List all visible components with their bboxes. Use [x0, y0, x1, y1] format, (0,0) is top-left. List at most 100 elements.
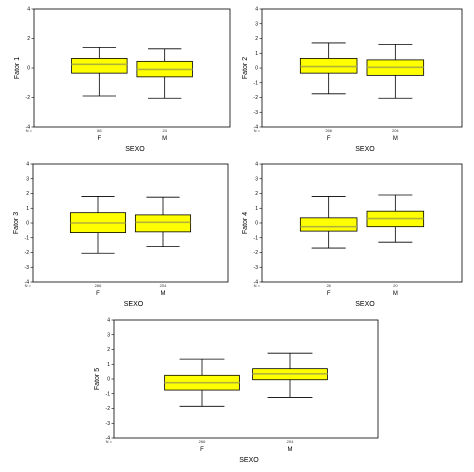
box-F	[299, 42, 358, 95]
n-prefix: N =	[254, 283, 261, 288]
y-tick-label: -1	[25, 235, 30, 241]
y-tick-label: 0	[255, 66, 258, 72]
iqr-box	[134, 214, 192, 233]
y-tick-label: 0	[107, 377, 110, 383]
n-label: 204	[160, 283, 167, 288]
y-axis-label: Fator 2	[242, 57, 249, 79]
box-F	[71, 46, 128, 97]
n-label: 26	[326, 283, 331, 288]
y-tick-label: 2	[255, 36, 258, 42]
n-label: 204	[287, 439, 294, 444]
n-label: 266	[199, 439, 206, 444]
box-M	[252, 352, 328, 398]
iqr-box	[299, 217, 358, 232]
y-tick-label: 0	[27, 66, 30, 72]
chart-panel-1: 4 2 0 -2 -4N = 86 F 24 M Fator 1 SEXO	[14, 7, 231, 153]
x-axis-label: SEXO	[355, 146, 375, 153]
y-tick-label: 3	[26, 176, 29, 182]
y-tick-label: -2	[26, 95, 31, 101]
y-tick-label: 1	[255, 51, 258, 57]
n-prefix: N =	[106, 439, 113, 444]
y-axis-label: Fator 4	[242, 212, 249, 234]
box-M	[134, 196, 192, 248]
y-tick-label: -4	[254, 280, 259, 286]
y-axis-label: Fator 3	[13, 212, 20, 234]
chart-panel-2: 4 3 2 1 0 -1 -2 -3 -4N = 266 F 204 M Fator 2 SEXO	[242, 7, 463, 153]
chart-panel-5: 4 3 2 1 0 -1 -2 -3 -4N = 266 F 204 M Fator 5 SEXO	[94, 318, 379, 464]
n-label: 204	[392, 128, 399, 133]
plot-frame	[113, 319, 379, 439]
y-tick-label: 3	[107, 332, 110, 338]
category-label: F	[200, 447, 204, 453]
n-label: 24	[162, 128, 167, 133]
n-label: 266	[325, 128, 332, 133]
box-F	[164, 358, 240, 407]
y-tick-label: -4	[254, 125, 259, 131]
n-label: 86	[97, 128, 102, 133]
y-tick-label: -3	[254, 110, 259, 116]
x-axis-label: SEXO	[355, 301, 375, 308]
x-axis-label: SEXO	[125, 146, 145, 153]
y-tick-label: 1	[107, 362, 110, 368]
y-tick-label: -3	[106, 421, 111, 427]
plot-frame	[33, 8, 231, 128]
y-axis-label: Fator 5	[94, 368, 101, 390]
category-label: M	[288, 447, 293, 453]
y-tick-label: 4	[107, 318, 110, 324]
y-tick-label: -1	[254, 80, 259, 86]
y-tick-label: 0	[26, 221, 29, 227]
y-tick-label: -2	[254, 250, 259, 256]
y-tick-label: -3	[254, 265, 259, 271]
y-tick-label: 0	[255, 221, 258, 227]
y-tick-label: 3	[255, 21, 258, 27]
box-M	[366, 44, 425, 99]
y-tick-label: -2	[106, 406, 111, 412]
y-tick-label: -4	[106, 436, 111, 442]
box-M	[366, 194, 425, 243]
y-tick-label: 4	[26, 162, 29, 168]
y-tick-label: 4	[27, 7, 30, 13]
y-tick-label: -4	[26, 125, 31, 131]
x-axis-label: SEXO	[239, 457, 259, 464]
x-axis-label: SEXO	[124, 301, 144, 308]
y-axis-label: Fator 1	[14, 57, 21, 79]
chart-panel-4: 4 3 2 1 0 -1 -2 -3 -4N = 26 F 20 M Fator 4 SEXO	[242, 162, 463, 308]
y-tick-label: 4	[255, 162, 258, 168]
n-prefix: N =	[254, 128, 261, 133]
category-label: F	[327, 136, 331, 142]
y-tick-label: -1	[106, 391, 111, 397]
plot-frame	[261, 163, 463, 283]
y-tick-label: 2	[255, 191, 258, 197]
category-label: M	[393, 291, 398, 297]
category-label: F	[97, 136, 101, 142]
plot-frame	[32, 163, 229, 283]
y-tick-label: 1	[26, 206, 29, 212]
y-tick-label: -2	[25, 250, 30, 256]
category-label: M	[161, 291, 166, 297]
category-label: M	[162, 136, 167, 142]
box-F	[299, 196, 358, 249]
y-tick-label: -2	[254, 95, 259, 101]
iqr-box	[71, 58, 128, 74]
y-tick-label: 1	[255, 206, 258, 212]
box-F	[69, 196, 127, 254]
chart-panel-3: 4 3 2 1 0 -1 -2 -3 -4N = 266 F 204 M Fator 3 SEXO	[13, 162, 229, 308]
n-prefix: N =	[26, 128, 33, 133]
y-tick-label: -1	[254, 235, 259, 241]
y-tick-label: 4	[255, 7, 258, 13]
box-M	[136, 48, 193, 99]
y-tick-label: -4	[25, 280, 30, 286]
y-tick-label: 2	[26, 191, 29, 197]
n-label: 20	[393, 283, 398, 288]
category-label: F	[96, 291, 100, 297]
category-label: M	[393, 136, 398, 142]
y-tick-label: 3	[255, 176, 258, 182]
n-prefix: N =	[25, 283, 32, 288]
n-label: 266	[95, 283, 102, 288]
plot-frame	[261, 8, 463, 128]
y-tick-label: 2	[27, 36, 30, 42]
y-tick-label: 2	[107, 347, 110, 353]
category-label: F	[327, 291, 331, 297]
y-tick-label: -3	[25, 265, 30, 271]
